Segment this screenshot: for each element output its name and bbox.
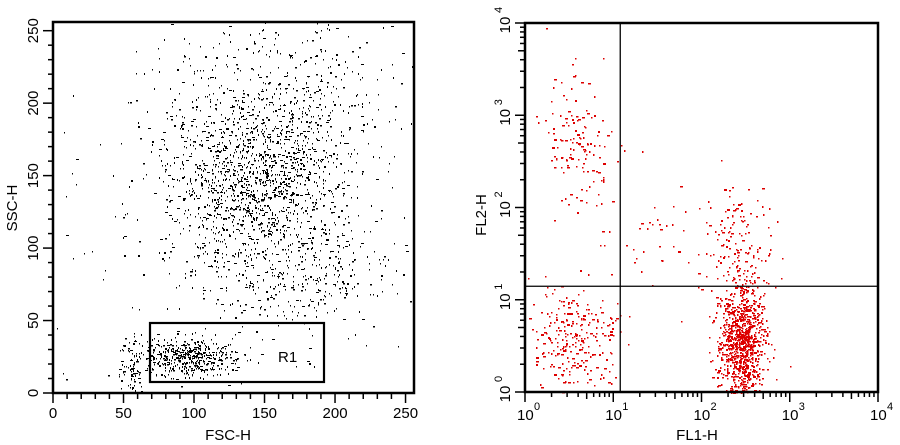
plot-frame — [51, 20, 416, 395]
y-tick-label: 100 — [25, 236, 42, 261]
fl1-fl2-dot-plot: 10 0 10 1 10 2 10 3 10 4 10 0 10 1 10 2 10 3 10 4 FL1-H FL… — [450, 0, 900, 445]
x-tick-label: 0 — [49, 405, 57, 422]
x-decade-exponent: 1 — [622, 401, 628, 413]
y-decade-exponent: 3 — [493, 99, 505, 105]
y-decade-exponent: 1 — [493, 284, 505, 290]
y-tick-label: 250 — [25, 18, 42, 43]
x-tick-label: 250 — [393, 405, 418, 422]
y-decade-exponent: 4 — [493, 7, 505, 13]
x-decade-exponent: 0 — [534, 401, 540, 413]
x-decade-label: 10 — [605, 407, 622, 424]
x-tick-label: 100 — [182, 405, 207, 422]
x-decade-label: 10 — [870, 407, 887, 424]
x-decade-exponent: 4 — [887, 401, 893, 413]
r1-gate-label: R1 — [278, 349, 297, 366]
x-decade-exponent: 3 — [799, 401, 805, 413]
y-decade-label: 10 — [497, 386, 514, 403]
y-tick-label: 0 — [25, 389, 42, 397]
fsc-ssc-dot-plot: 0 50 100 150 200 250 0 50 100 150 200 250 R1 FSC-H… — [4, 18, 418, 444]
x-axis-title: FL1-H — [676, 427, 718, 444]
r1-gate[interactable] — [148, 321, 326, 384]
x-tick-label: 200 — [323, 405, 348, 422]
x-axis-log-ticks: 10 0 10 1 10 2 10 3 10 4 — [517, 392, 893, 424]
y-axis-ticks: 0 50 100 150 200 250 — [25, 18, 53, 397]
y-decade-label: 10 — [497, 201, 514, 218]
x-tick-label: 150 — [252, 405, 277, 422]
y-decade-label: 10 — [497, 17, 514, 34]
y-axis-title: FL2-H — [473, 194, 490, 236]
fsc-ssc-plot-canvas: 0 50 100 150 200 250 0 50 100 150 200 250 R1 FSC-H… — [4, 18, 418, 444]
fl1-fl2-events — [528, 28, 792, 394]
y-tick-label: 50 — [25, 312, 42, 329]
x-axis-ticks: 0 50 100 150 200 250 — [49, 393, 418, 422]
plot-frame — [523, 21, 880, 394]
x-decade-exponent: 2 — [711, 401, 717, 413]
x-decade-label: 10 — [517, 407, 534, 424]
y-decade-label: 10 — [497, 109, 514, 126]
y-axis-title: SSC-H — [4, 185, 21, 232]
y-decade-exponent: 0 — [493, 376, 505, 382]
x-tick-label: 50 — [115, 405, 132, 422]
y-tick-label: 200 — [25, 91, 42, 116]
y-decade-exponent: 2 — [493, 191, 505, 197]
x-decade-label: 10 — [782, 407, 799, 424]
y-tick-label: 150 — [25, 163, 42, 188]
y-decade-label: 10 — [497, 293, 514, 310]
y-axis-log-ticks: 10 0 10 1 10 2 10 3 10 4 — [493, 7, 525, 402]
x-decade-label: 10 — [694, 407, 711, 424]
fsc-ssc-events — [57, 22, 413, 393]
x-axis-title: FSC-H — [205, 427, 251, 444]
